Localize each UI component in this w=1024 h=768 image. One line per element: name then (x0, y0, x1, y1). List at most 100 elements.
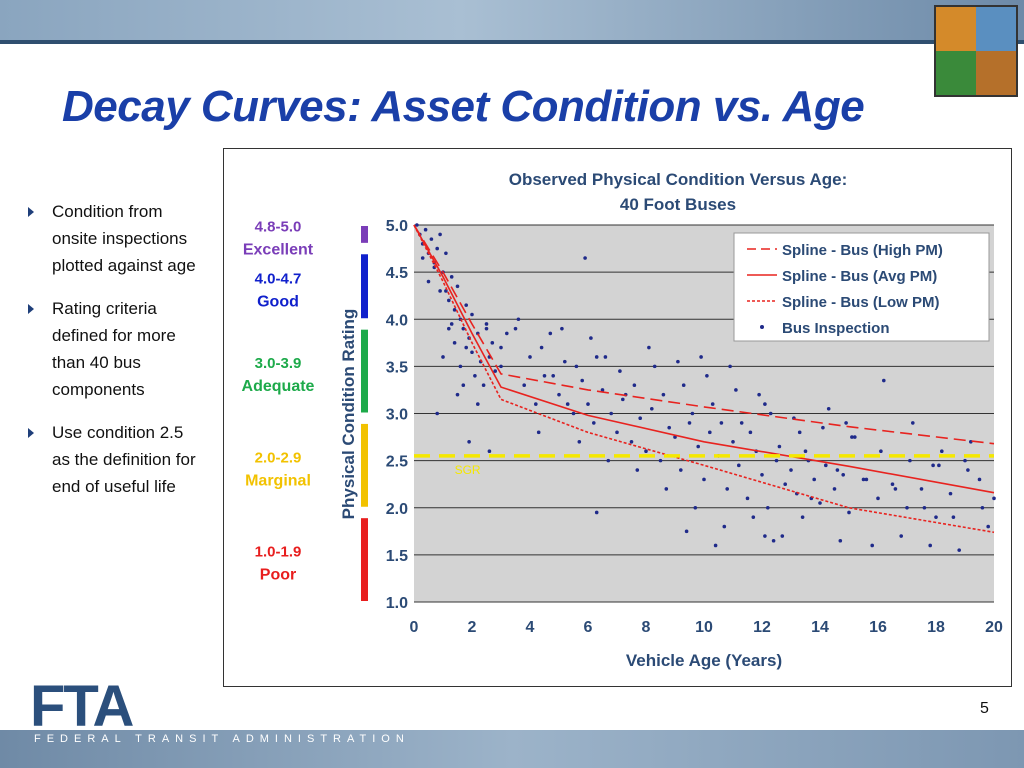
inspection-point (499, 345, 503, 350)
inspection-point (679, 468, 683, 472)
inspection-point (455, 392, 460, 397)
inspection-point (667, 425, 671, 430)
inspection-point (980, 505, 985, 510)
inspection-point (426, 279, 431, 284)
inspection-point (725, 487, 729, 491)
y-tick-label: 4.0 (386, 312, 408, 329)
inspection-point (499, 364, 503, 369)
rating-label-excellent: Excellent (243, 241, 314, 258)
inspection-point (841, 472, 845, 477)
inspection-point (577, 439, 582, 444)
inspection-point (615, 430, 619, 435)
chart-legend: Spline - Bus (High PM) Spline - Bus (Avg … (733, 232, 990, 342)
inspection-point (420, 256, 425, 260)
spline-curves (413, 224, 995, 534)
x-tick-label: 14 (811, 619, 829, 636)
rating-scale: 4.8-5.0 Excellent 4.0-4.7 Good 3.0-3.9 Adequa… (242, 218, 368, 601)
inspection-point (423, 227, 428, 232)
inspection-point (696, 444, 700, 449)
inspection-point (681, 383, 686, 388)
inspection-point (493, 369, 498, 373)
footer-org-name: FEDERAL TRANSIT ADMINISTRATION (34, 733, 410, 745)
inspection-point (447, 326, 451, 331)
inspection-point (461, 383, 466, 388)
bullet-item: Condition from onsite inspections plotte… (22, 198, 202, 279)
inspection-point (766, 505, 770, 510)
inspection-point (629, 439, 634, 444)
inspection-point (957, 548, 961, 552)
inspection-point (751, 515, 756, 519)
inspection-point (534, 402, 538, 406)
rating-bar-adequate (361, 329, 368, 413)
rating-label-adequate: Adequate (242, 378, 315, 395)
inspection-point (861, 477, 866, 482)
rating-label-poor: Poor (260, 567, 296, 584)
inspection-point (864, 477, 869, 482)
y-tick-label: 1.0 (386, 595, 408, 612)
inspection-point (777, 444, 782, 449)
inspection-point (905, 505, 909, 510)
rating-bar-good (361, 254, 368, 319)
x-tick-label: 4 (526, 619, 535, 636)
inspection-point (476, 402, 480, 406)
bullet-list: Condition from onsite inspections plotte… (22, 198, 202, 516)
inspection-point (438, 232, 442, 237)
inspection-point (774, 458, 779, 463)
inspection-point (606, 458, 611, 463)
inspection-point (464, 303, 468, 307)
inspection-point (650, 406, 654, 411)
inspection-point (710, 402, 715, 406)
inspection-point (583, 256, 587, 260)
inspection-point (638, 416, 642, 421)
collage-logo-icon (934, 5, 1018, 97)
inspection-point (911, 421, 915, 425)
inspection-point (449, 275, 454, 279)
x-tick-label: 10 (695, 619, 713, 636)
x-tick-label: 12 (753, 619, 771, 636)
footer-band (0, 730, 1024, 768)
x-axis-label: Vehicle Age (Years) (626, 651, 782, 670)
inspection-point (664, 487, 669, 491)
inspection-point (708, 430, 712, 435)
inspection-point (821, 425, 825, 430)
x-tick-label: 0 (410, 619, 419, 636)
inspection-point (684, 529, 689, 534)
inspection-point (580, 378, 584, 383)
chart-title: Observed Physical Condition Versus Age: (509, 170, 848, 189)
inspection-point (853, 435, 857, 439)
decay-curve-chart: Observed Physical Condition Versus Age: … (242, 170, 1003, 670)
inspection-point (632, 383, 637, 388)
inspection-point (731, 439, 735, 444)
inspection-point (661, 392, 666, 397)
spline-long-dash-line (413, 224, 995, 445)
inspection-point (429, 237, 434, 241)
inspection-point (951, 515, 956, 519)
inspection-point (473, 374, 477, 378)
inspection-point (832, 487, 837, 491)
inspection-point (565, 402, 570, 406)
inspection-point (992, 496, 996, 501)
x-tick-label: 2 (468, 619, 477, 636)
inspection-point (484, 326, 489, 331)
sgr-reference: SGR (414, 454, 994, 477)
inspection-point (594, 355, 599, 359)
y-tick-label: 3.5 (386, 359, 408, 376)
inspection-point (438, 289, 442, 293)
inspection-point (435, 411, 439, 416)
rating-bar-poor (361, 518, 368, 601)
inspection-point (879, 449, 883, 454)
rating-range-good: 4.0-4.7 (255, 270, 302, 287)
inspection-point (922, 505, 927, 510)
rating-bar-excellent (361, 226, 368, 243)
inspection-point (470, 312, 474, 317)
inspection-point (963, 458, 967, 463)
x-tick-label: 16 (869, 619, 887, 636)
inspection-point (484, 322, 489, 326)
spline-dotted-line (413, 224, 995, 534)
inspection-point (803, 449, 808, 454)
rating-range-excellent: 4.8-5.0 (255, 218, 302, 235)
inspection-point (490, 341, 495, 345)
inspection-point (893, 487, 898, 491)
inspection-point (931, 463, 935, 468)
inspection-point (548, 331, 553, 336)
